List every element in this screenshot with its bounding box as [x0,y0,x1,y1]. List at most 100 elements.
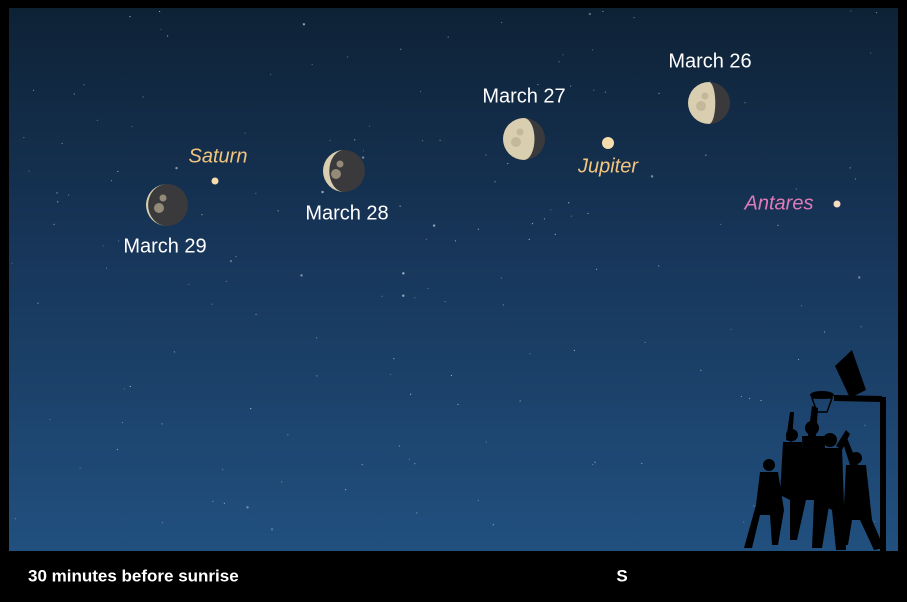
star [222,469,223,470]
star [720,224,721,225]
star [23,137,24,138]
star [175,167,177,169]
star [570,86,571,87]
star [478,500,479,501]
star [414,463,415,464]
star [399,445,400,446]
star [74,93,75,94]
object-dot [834,201,841,208]
star [760,400,761,401]
star [393,358,394,359]
star [303,23,305,25]
star [644,342,645,343]
star [57,201,58,202]
star [235,256,236,257]
star [37,303,38,304]
star [255,314,256,315]
star [255,193,256,194]
star [382,296,383,297]
star [874,521,875,522]
star [493,524,494,525]
star [390,374,391,375]
star [507,163,508,164]
star [68,194,69,195]
star [230,260,232,262]
star [410,394,411,395]
star [571,216,572,217]
star [850,167,851,168]
star [400,49,401,50]
star [53,224,54,225]
star [448,36,449,37]
moon-label: March 27 [482,85,565,107]
star [84,84,85,85]
star [345,489,346,490]
star [287,434,288,435]
star [753,505,754,506]
star [444,301,445,302]
star [122,422,123,423]
star [858,276,860,278]
star [433,224,435,226]
star [855,178,856,179]
star [749,398,750,399]
star [312,64,313,65]
star [369,125,370,126]
moon-mare [331,169,341,179]
star [362,464,363,465]
star [226,281,227,282]
star [414,297,415,298]
star [80,468,81,469]
star [271,528,273,530]
star [316,337,317,338]
moon-mare [337,161,344,168]
star [159,11,160,12]
star [224,503,225,504]
star [503,304,504,305]
star [409,459,410,460]
star [300,274,302,276]
star [363,150,364,151]
star [741,396,742,397]
object-label: Jupiter [577,155,639,177]
moon-mare [702,93,709,100]
star [111,180,112,181]
star [559,61,560,62]
moon-label: March 29 [123,235,206,257]
star [562,54,563,55]
star [700,370,701,371]
star [798,359,799,360]
star [593,90,594,91]
star [744,102,745,103]
star [117,449,118,450]
star [824,331,825,332]
star [316,375,317,376]
star [12,263,13,264]
star [33,90,34,91]
moon-label: March 26 [668,50,751,72]
star [250,408,251,409]
sky [9,8,898,553]
star [50,419,51,420]
star [201,214,202,215]
star [457,404,458,405]
star [362,156,364,158]
star [451,375,452,376]
star [416,512,417,513]
star [850,10,851,11]
star [532,223,533,224]
object-dot [602,137,614,149]
star [555,234,556,235]
object-dot [212,178,219,185]
star [428,288,429,289]
star [117,171,118,172]
star [568,202,569,203]
moon-mare [154,203,164,213]
star [455,240,456,241]
moon-mare [160,195,167,202]
star [801,305,802,306]
star [131,126,132,127]
star [796,189,797,190]
star [731,329,732,330]
star [520,400,521,401]
